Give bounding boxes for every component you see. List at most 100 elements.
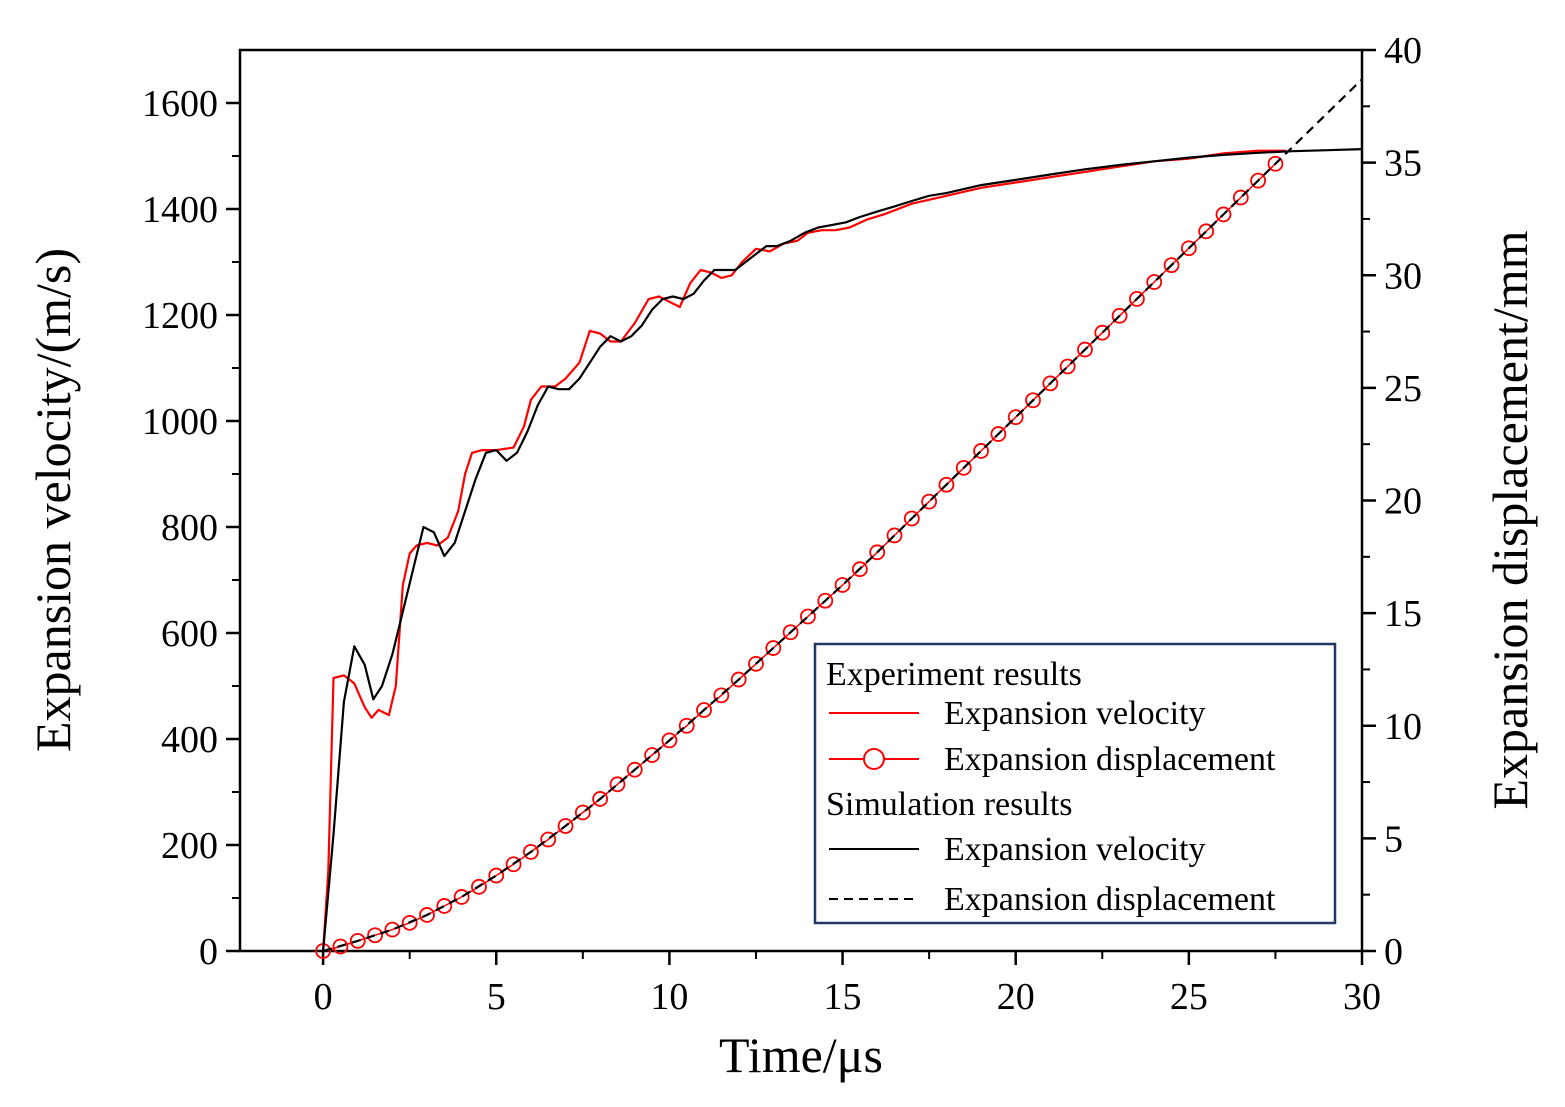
y-right-tick-label: 20 bbox=[1384, 481, 1422, 523]
legend-label-exp-displacement: Expansion displacement bbox=[944, 741, 1276, 778]
series-2-point bbox=[453, 889, 470, 905]
x-tick-label: 10 bbox=[650, 976, 688, 1018]
series-2-point bbox=[1250, 172, 1267, 189]
series-4-line bbox=[322, 78, 1362, 951]
legend-heading-experiment: Experiment results bbox=[826, 656, 1082, 693]
series-2-point bbox=[592, 791, 609, 807]
x-tick-label: 20 bbox=[997, 976, 1035, 1018]
series-2-point bbox=[436, 898, 453, 914]
y-left-tick-label: 1600 bbox=[142, 83, 218, 125]
series-2-point bbox=[748, 655, 764, 672]
series-2-point bbox=[1267, 155, 1284, 172]
series-2-point bbox=[1232, 189, 1249, 206]
series-2-point bbox=[1042, 375, 1059, 392]
y-right-tick-label: 5 bbox=[1384, 818, 1403, 860]
legend-box bbox=[813, 642, 1337, 925]
series-2-point bbox=[609, 776, 626, 793]
series-2-point bbox=[349, 932, 366, 949]
legend-heading-simulation: Simulation results bbox=[826, 786, 1073, 823]
series-1-line bbox=[322, 149, 1286, 951]
series-3-line bbox=[322, 148, 1362, 951]
y-right-tick-label: 0 bbox=[1384, 931, 1403, 973]
x-axis: 0 5 10 15 20 25 30 bbox=[314, 951, 1381, 1018]
y-left-tick-label: 600 bbox=[161, 613, 218, 655]
y-axis-right-title: Expansion displacement/mm bbox=[1482, 230, 1538, 809]
series-2-point bbox=[471, 878, 487, 895]
series-2-point bbox=[367, 927, 383, 944]
series-2-point bbox=[713, 687, 730, 704]
series-2-point bbox=[782, 624, 799, 641]
series-2-point bbox=[419, 907, 435, 923]
x-axis-title: Time/μs bbox=[719, 1027, 883, 1083]
legend-label-exp-velocity: Expansion velocity bbox=[944, 695, 1206, 732]
series-2-point bbox=[1163, 257, 1180, 274]
series-2-point bbox=[540, 831, 557, 848]
y-left-tick-label: 0 bbox=[199, 931, 218, 973]
series-2-point bbox=[1025, 392, 1041, 409]
series-2-point bbox=[557, 818, 574, 834]
series-2-point bbox=[1215, 206, 1232, 223]
series-2-point bbox=[626, 761, 643, 778]
series-2-point bbox=[401, 914, 418, 931]
x-tick-label: 30 bbox=[1343, 976, 1381, 1018]
y-left-tick-label: 400 bbox=[161, 719, 218, 761]
y-right-tick-label: 30 bbox=[1384, 255, 1422, 297]
series-2-point bbox=[1111, 307, 1128, 324]
series-2-point bbox=[730, 671, 747, 688]
series-2-point bbox=[973, 443, 989, 459]
series-2-point bbox=[1129, 291, 1145, 307]
x-tick-label: 25 bbox=[1170, 976, 1208, 1018]
y-right-tick-label: 35 bbox=[1384, 143, 1422, 185]
series-2-point bbox=[851, 561, 868, 578]
series-2-point bbox=[332, 938, 349, 955]
series-2-point bbox=[384, 921, 401, 938]
series-2-point bbox=[765, 640, 782, 656]
series-2-point bbox=[505, 856, 522, 873]
series-2-point bbox=[869, 544, 886, 561]
series-2-point bbox=[1059, 358, 1076, 375]
series-2-point bbox=[661, 732, 678, 749]
y-left-tick-label: 1400 bbox=[142, 189, 218, 231]
x-tick-label: 0 bbox=[314, 976, 333, 1018]
legend-label-sim-displacement: Expansion displacement bbox=[944, 881, 1276, 918]
series-2-point bbox=[1007, 409, 1024, 426]
series-2-point bbox=[1180, 240, 1197, 257]
series-2-point bbox=[644, 747, 660, 763]
legend: Experiment results Expansion velocity Ex… bbox=[813, 642, 1337, 925]
x-tick-label: 5 bbox=[487, 976, 506, 1018]
series-2-point bbox=[817, 592, 834, 609]
series-2-point bbox=[955, 459, 972, 476]
legend-marker-exp-displacement bbox=[863, 748, 885, 770]
y-axis-right: 0 5 10 15 20 25 30 35 40 bbox=[1362, 30, 1422, 973]
series-2-point bbox=[1094, 324, 1111, 341]
x-tick-label: 15 bbox=[824, 976, 862, 1018]
y-right-tick-label: 40 bbox=[1384, 30, 1422, 72]
series-2-point bbox=[886, 527, 903, 544]
y-axis-left-title: Expansion velocity/(m/s) bbox=[25, 248, 81, 752]
y-right-tick-label: 15 bbox=[1384, 593, 1422, 635]
series-2-point bbox=[696, 702, 712, 718]
series-2-point bbox=[938, 476, 955, 493]
series-2-point bbox=[800, 608, 816, 625]
series-2-point bbox=[1198, 223, 1215, 240]
y-left-tick-label: 200 bbox=[161, 825, 218, 867]
y-right-tick-label: 10 bbox=[1384, 706, 1422, 748]
series-layer bbox=[315, 78, 1362, 959]
y-left-tick-label: 1200 bbox=[142, 295, 218, 337]
legend-label-sim-velocity: Expansion velocity bbox=[944, 831, 1206, 868]
series-2-point bbox=[1146, 274, 1163, 290]
series-2-point bbox=[574, 804, 591, 821]
y-left-tick-label: 1000 bbox=[142, 401, 218, 443]
y-left-tick-label: 800 bbox=[161, 507, 218, 549]
series-2-point bbox=[522, 843, 539, 860]
series-2-point bbox=[834, 577, 851, 593]
y-right-tick-label: 25 bbox=[1384, 368, 1422, 410]
series-2-point bbox=[921, 493, 938, 510]
series-2-point bbox=[990, 426, 1007, 442]
y-axis-left: 0 200 400 600 800 1000 1200 1400 1600 bbox=[142, 83, 240, 973]
series-2-point bbox=[488, 867, 505, 884]
series-2-point bbox=[903, 510, 920, 527]
series-2-point bbox=[1077, 341, 1093, 358]
series-2-point bbox=[678, 717, 695, 734]
